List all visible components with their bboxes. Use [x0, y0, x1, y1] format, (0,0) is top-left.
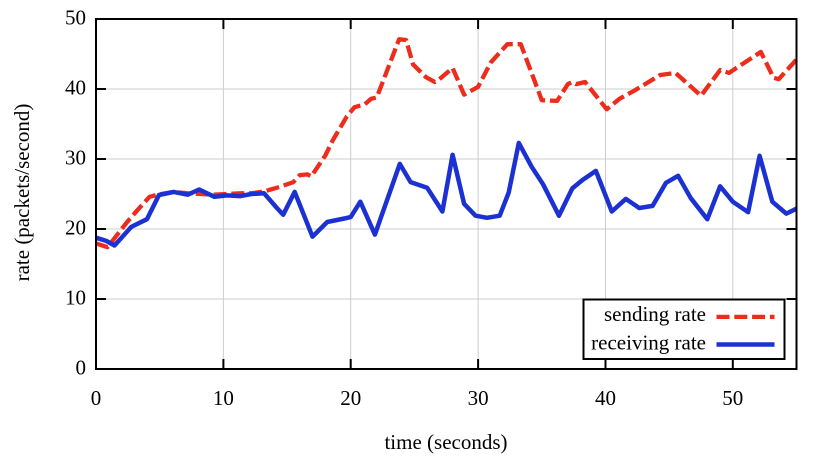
svg-text:50: 50 — [65, 6, 86, 30]
svg-text:30: 30 — [65, 146, 86, 170]
svg-text:0: 0 — [91, 386, 102, 410]
svg-text:0: 0 — [76, 356, 87, 380]
svg-text:10: 10 — [65, 286, 86, 310]
svg-text:20: 20 — [65, 216, 86, 240]
svg-text:40: 40 — [595, 386, 616, 410]
svg-text:40: 40 — [65, 76, 86, 100]
svg-text:receiving rate: receiving rate — [591, 331, 706, 355]
svg-text:rate (packets/second): rate (packets/second) — [10, 104, 34, 282]
svg-text:20: 20 — [340, 386, 361, 410]
svg-text:sending rate: sending rate — [604, 302, 706, 326]
svg-text:50: 50 — [722, 386, 743, 410]
svg-text:10: 10 — [213, 386, 234, 410]
svg-text:30: 30 — [468, 386, 489, 410]
svg-text:time (seconds): time (seconds) — [384, 430, 507, 454]
